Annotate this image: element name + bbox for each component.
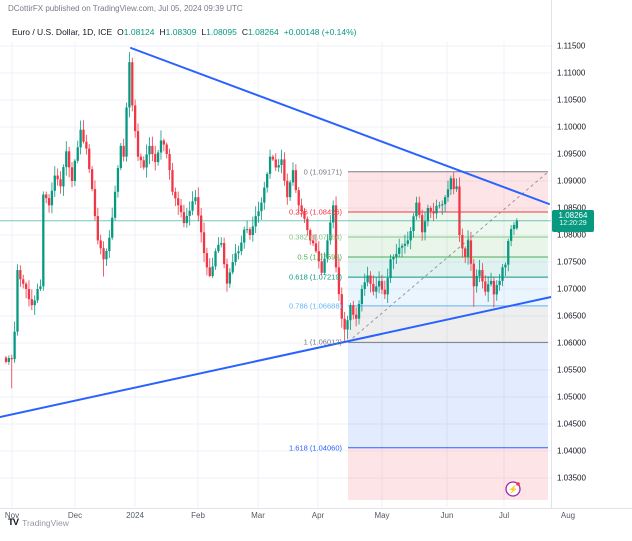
symbol-title: Euro / U.S. Dollar, 1D, ICE: [12, 27, 113, 37]
price-axis-label[interactable]: 1.06500: [557, 311, 586, 321]
price-axis-label[interactable]: 1.07000: [557, 284, 586, 294]
price-axis-label[interactable]: 1.08500: [557, 203, 586, 213]
fib-level-label: 0.236 (1.08426): [289, 207, 342, 217]
tradingview-logo[interactable]: TV TradingView: [8, 517, 69, 528]
fib-zone[interactable]: [348, 342, 548, 448]
price-axis-label[interactable]: 1.04000: [557, 446, 586, 456]
time-axis-label[interactable]: May: [374, 511, 390, 520]
price-axis-label[interactable]: 1.08000: [557, 230, 586, 240]
fib-level-label: 0.618 (1.07219): [289, 272, 342, 282]
price-axis-label[interactable]: 1.10000: [557, 122, 586, 132]
time-axis-label[interactable]: 2024: [126, 511, 144, 520]
candlestick-series: [4, 51, 519, 389]
fib-level-label: 1 (1.06012): [303, 337, 342, 347]
price-axis-label[interactable]: 1.07500: [557, 257, 586, 267]
time-axis-label[interactable]: Mar: [251, 511, 265, 520]
price-axis-label[interactable]: 1.10500: [557, 95, 586, 105]
time-axis-label[interactable]: Jun: [440, 511, 454, 520]
fib-level-label: 0.786 (1.06688): [289, 301, 342, 311]
time-axis-label[interactable]: Feb: [191, 511, 205, 520]
price-axis-label[interactable]: 1.05500: [557, 365, 586, 375]
time-axis-label[interactable]: Nov: [4, 511, 20, 520]
price-axis-label[interactable]: 1.09500: [557, 149, 586, 159]
price-axis-border: [551, 0, 552, 508]
publish-attribution: DCottirFX published on TradingView.com, …: [8, 4, 243, 13]
fib-zone[interactable]: [348, 236, 548, 258]
price-axis-label[interactable]: 1.06000: [557, 338, 586, 348]
fib-level-label: 0.382 (1.07964): [289, 232, 342, 242]
event-alert-dot: [516, 482, 520, 486]
tv-logo-icon: TV: [8, 517, 19, 528]
price-axis-label[interactable]: 1.04500: [557, 419, 586, 429]
symbol-legend[interactable]: Euro / U.S. Dollar, 1D, ICE O1.08124 H1.08…: [12, 27, 357, 37]
fib-zone[interactable]: [348, 305, 548, 343]
price-axis-label[interactable]: 1.05000: [557, 392, 586, 402]
time-axis-label[interactable]: Aug: [560, 511, 576, 520]
fib-level-label: 0 (1.09171): [303, 167, 342, 177]
time-axis-label[interactable]: Apr: [311, 511, 325, 520]
time-axis-label[interactable]: Jul: [498, 511, 510, 520]
time-axis-border: [0, 508, 632, 509]
ohlc-readout: O1.08124: [117, 27, 155, 37]
price-axis-label[interactable]: 1.11500: [557, 41, 586, 51]
fib-connector-line[interactable]: [347, 171, 549, 343]
event-lightning-icon[interactable]: [505, 481, 521, 497]
time-axis-label[interactable]: Dec: [67, 511, 83, 520]
lightning-glyph: ⚡: [508, 484, 518, 494]
fib-level-label: 0.5 (1.07592): [297, 252, 342, 262]
fib-zone[interactable]: [348, 211, 548, 237]
ascending-trendline[interactable]: [0, 296, 552, 418]
current-price-badge: 1.08264 12:20:29: [552, 209, 594, 232]
current-price-value: 1.08264: [558, 210, 588, 220]
fib-zone[interactable]: [348, 257, 548, 278]
fib-level-label: 1.618 (1.04060): [289, 443, 342, 453]
price-axis-label[interactable]: 1.11000: [557, 68, 586, 78]
price-axis-label[interactable]: 1.09000: [557, 176, 586, 186]
change-readout: +0.00148 (+0.14%): [283, 27, 357, 37]
countdown-timer: 12:20:29: [559, 220, 587, 228]
tv-logo-text: TradingView: [22, 517, 69, 528]
descending-trendline[interactable]: [130, 47, 550, 205]
price-axis-label[interactable]: 1.03500: [557, 473, 586, 483]
